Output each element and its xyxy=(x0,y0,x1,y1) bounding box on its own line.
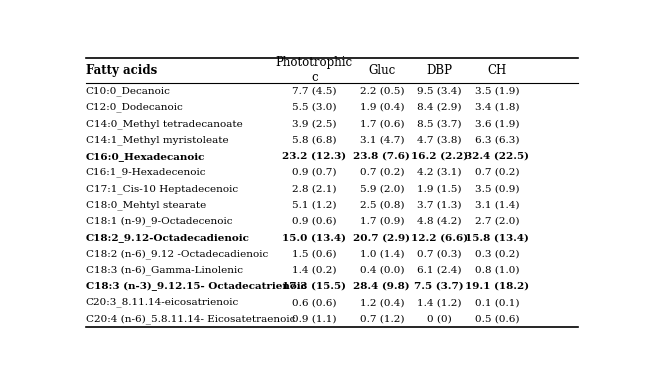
Text: 2.8 (2.1): 2.8 (2.1) xyxy=(292,184,337,193)
Text: 1.7 (0.6): 1.7 (0.6) xyxy=(359,119,404,128)
Text: 0.9 (0.6): 0.9 (0.6) xyxy=(292,217,337,226)
Text: 5.1 (1.2): 5.1 (1.2) xyxy=(292,200,337,210)
Text: 20.7 (2.9): 20.7 (2.9) xyxy=(353,233,410,242)
Text: C16:1_9-Hexadecenoic: C16:1_9-Hexadecenoic xyxy=(86,168,206,177)
Text: 3.1 (4.7): 3.1 (4.7) xyxy=(359,136,404,144)
Text: 5.8 (6.8): 5.8 (6.8) xyxy=(292,136,337,144)
Text: 5.5 (3.0): 5.5 (3.0) xyxy=(292,103,337,112)
Text: C17:1_Cis-10 Heptadecenoic: C17:1_Cis-10 Heptadecenoic xyxy=(86,184,238,194)
Text: 8.4 (2.9): 8.4 (2.9) xyxy=(417,103,462,112)
Text: 0.1 (0.1): 0.1 (0.1) xyxy=(475,298,519,307)
Text: 8.5 (3.7): 8.5 (3.7) xyxy=(417,119,462,128)
Text: 0.7 (1.2): 0.7 (1.2) xyxy=(359,314,404,323)
Text: C18:1 (n-9)_9-Octadecenoic: C18:1 (n-9)_9-Octadecenoic xyxy=(86,216,232,226)
Text: 2.5 (0.8): 2.5 (0.8) xyxy=(359,200,404,210)
Text: Phototrophic
c: Phototrophic c xyxy=(276,56,353,84)
Text: 0.7 (0.3): 0.7 (0.3) xyxy=(417,249,462,258)
Text: 2.2 (0.5): 2.2 (0.5) xyxy=(359,87,404,96)
Text: C16:0_Hexadecanoic: C16:0_Hexadecanoic xyxy=(86,152,205,161)
Text: 32.4 (22.5): 32.4 (22.5) xyxy=(465,152,529,161)
Text: 0 (0): 0 (0) xyxy=(427,314,451,323)
Text: C18:3 (n-6)_Gamma-Linolenic: C18:3 (n-6)_Gamma-Linolenic xyxy=(86,265,243,275)
Text: 0.4 (0.0): 0.4 (0.0) xyxy=(359,266,404,275)
Text: 3.5 (0.9): 3.5 (0.9) xyxy=(475,184,519,193)
Text: 15.8 (13.4): 15.8 (13.4) xyxy=(465,233,529,242)
Text: 3.9 (2.5): 3.9 (2.5) xyxy=(292,119,337,128)
Text: 9.5 (3.4): 9.5 (3.4) xyxy=(417,87,462,96)
Text: C18:2 (n-6)_9.12 -Octadecadienoic: C18:2 (n-6)_9.12 -Octadecadienoic xyxy=(86,249,268,259)
Text: DBP: DBP xyxy=(426,64,452,77)
Text: 19.1 (18.2): 19.1 (18.2) xyxy=(464,282,529,291)
Text: 3.7 (1.3): 3.7 (1.3) xyxy=(417,200,462,210)
Text: 1.9 (1.5): 1.9 (1.5) xyxy=(417,184,462,193)
Text: 0.3 (0.2): 0.3 (0.2) xyxy=(475,249,519,258)
Text: 7.5 (3.7): 7.5 (3.7) xyxy=(415,282,464,291)
Text: C18:0_Mehtyl stearate: C18:0_Mehtyl stearate xyxy=(86,200,206,210)
Text: 0.9 (0.7): 0.9 (0.7) xyxy=(292,168,337,177)
Text: 1.4 (0.2): 1.4 (0.2) xyxy=(292,266,337,275)
Text: 15.0 (13.4): 15.0 (13.4) xyxy=(283,233,346,242)
Text: 16.2 (2.2): 16.2 (2.2) xyxy=(411,152,468,161)
Text: 1.4 (1.2): 1.4 (1.2) xyxy=(417,298,462,307)
Text: Gluc: Gluc xyxy=(368,64,395,77)
Text: C18:2_9.12-Octadecadienoic: C18:2_9.12-Octadecadienoic xyxy=(86,233,250,242)
Text: 0.7 (0.2): 0.7 (0.2) xyxy=(475,168,519,177)
Text: 3.4 (1.8): 3.4 (1.8) xyxy=(475,103,519,112)
Text: C20:4 (n-6)_5.8.11.14- Eicosatetraenoic: C20:4 (n-6)_5.8.11.14- Eicosatetraenoic xyxy=(86,314,295,324)
Text: 2.7 (2.0): 2.7 (2.0) xyxy=(475,217,519,226)
Text: 1.7 (0.9): 1.7 (0.9) xyxy=(359,217,404,226)
Text: C14:1_Methyl myristoleate: C14:1_Methyl myristoleate xyxy=(86,135,228,145)
Text: 3.6 (1.9): 3.6 (1.9) xyxy=(475,119,519,128)
Text: 4.7 (3.8): 4.7 (3.8) xyxy=(417,136,462,144)
Text: C14:0_Methyl tetradecanoate: C14:0_Methyl tetradecanoate xyxy=(86,119,243,129)
Text: CH: CH xyxy=(487,64,506,77)
Text: 1.9 (0.4): 1.9 (0.4) xyxy=(359,103,404,112)
Text: C20:3_8.11.14-eicosatrienoic: C20:3_8.11.14-eicosatrienoic xyxy=(86,298,239,308)
Text: C10:0_Decanoic: C10:0_Decanoic xyxy=(86,86,170,96)
Text: 12.2 (6.6): 12.2 (6.6) xyxy=(411,233,468,242)
Text: 6.3 (6.3): 6.3 (6.3) xyxy=(475,136,519,144)
Text: 3.1 (1.4): 3.1 (1.4) xyxy=(475,200,519,210)
Text: 1.5 (0.6): 1.5 (0.6) xyxy=(292,249,337,258)
Text: 0.6 (0.6): 0.6 (0.6) xyxy=(292,298,337,307)
Text: 0.5 (0.6): 0.5 (0.6) xyxy=(475,314,519,323)
Text: 4.8 (4.2): 4.8 (4.2) xyxy=(417,217,462,226)
Text: C12:0_Dodecanoic: C12:0_Dodecanoic xyxy=(86,103,183,112)
Text: 6.1 (2.4): 6.1 (2.4) xyxy=(417,266,462,275)
Text: 23.8 (7.6): 23.8 (7.6) xyxy=(353,152,410,161)
Text: 23.2 (12.3): 23.2 (12.3) xyxy=(283,152,346,161)
Text: 1.2 (0.4): 1.2 (0.4) xyxy=(359,298,404,307)
Text: 28.4 (9.8): 28.4 (9.8) xyxy=(353,282,410,291)
Text: C18:3 (n-3)_9.12.15- Octadecatrienoic: C18:3 (n-3)_9.12.15- Octadecatrienoic xyxy=(86,282,306,291)
Text: 1.0 (1.4): 1.0 (1.4) xyxy=(359,249,404,258)
Text: 3.5 (1.9): 3.5 (1.9) xyxy=(475,87,519,96)
Text: Fatty acids: Fatty acids xyxy=(86,64,157,77)
Text: 17.3 (15.5): 17.3 (15.5) xyxy=(283,282,346,291)
Text: 0.8 (1.0): 0.8 (1.0) xyxy=(475,266,519,275)
Text: 4.2 (3.1): 4.2 (3.1) xyxy=(417,168,462,177)
Text: 7.7 (4.5): 7.7 (4.5) xyxy=(292,87,337,96)
Text: 5.9 (2.0): 5.9 (2.0) xyxy=(359,184,404,193)
Text: 0.7 (0.2): 0.7 (0.2) xyxy=(359,168,404,177)
Text: 0.9 (1.1): 0.9 (1.1) xyxy=(292,314,337,323)
